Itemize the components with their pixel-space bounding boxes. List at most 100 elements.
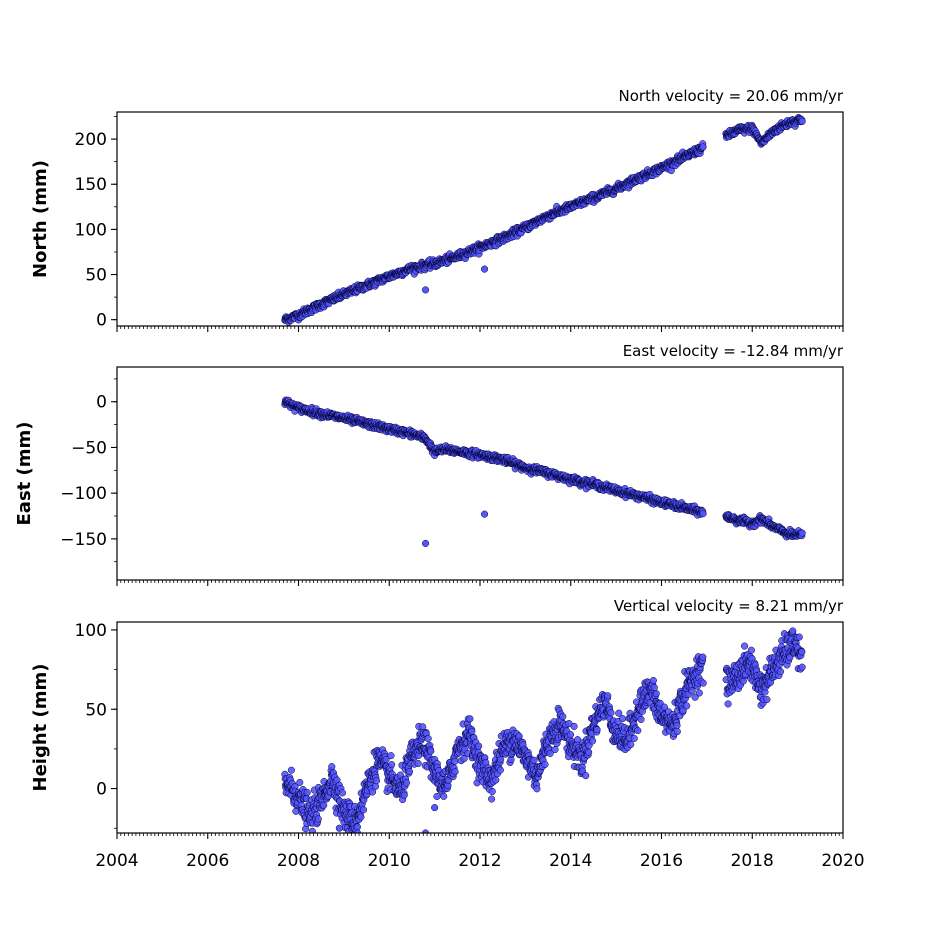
data-point (593, 726, 601, 734)
data-point (314, 815, 322, 823)
data-point (460, 755, 468, 763)
data-point (776, 668, 785, 676)
y-tick-label: 50 (85, 700, 107, 720)
data-point (798, 663, 806, 671)
x-tick-label: 2014 (549, 851, 592, 871)
data-point (530, 756, 538, 764)
data-point (475, 742, 483, 750)
data-point (559, 713, 567, 721)
data-point (338, 789, 347, 797)
data-point (630, 734, 638, 742)
data-point (492, 776, 500, 784)
y-axis-label: Height (mm) (30, 664, 51, 792)
y-tick-label: 200 (75, 130, 107, 150)
plot-frame (116, 621, 844, 834)
data-point (627, 741, 635, 749)
data-point (359, 806, 368, 814)
y-tick-label: 0 (96, 780, 107, 800)
data-point (604, 692, 612, 700)
panel-3: 0 50 100 2004 2006 2008 2010 2012 2014 2016 2018 20… (30, 597, 865, 871)
y-tick-label: 0 (96, 311, 107, 331)
x-tick-label: 2012 (458, 851, 501, 871)
data-point (414, 759, 422, 768)
x-tick-label: 2004 (95, 851, 138, 871)
data-point (634, 727, 642, 735)
data-point (427, 747, 435, 755)
data-point (296, 778, 304, 787)
data-point (402, 779, 411, 787)
data-point (673, 728, 681, 736)
data-point (488, 787, 496, 796)
data-point (673, 722, 681, 730)
data-point (747, 646, 755, 654)
data-point (741, 642, 749, 650)
data-point (683, 702, 691, 710)
x-tick-label: 2020 (821, 851, 864, 871)
outlier-point (422, 286, 430, 294)
data-point (585, 748, 593, 756)
y-tick-label: 0 (96, 393, 107, 413)
data-point (303, 789, 311, 797)
data-point (388, 761, 396, 769)
data-point (795, 633, 803, 641)
data-points (281, 113, 806, 326)
data-point (357, 813, 365, 821)
data-point (650, 684, 658, 692)
plot-frame (116, 366, 844, 581)
data-point (699, 510, 707, 518)
y-tick-label: −150 (60, 530, 107, 550)
panel-title: East velocity = -12.84 mm/yr (623, 342, 844, 360)
panel-title: North velocity = 20.06 mm/yr (619, 87, 844, 105)
data-point (585, 742, 593, 750)
y-tick-label: 100 (75, 220, 107, 240)
data-point (488, 795, 496, 803)
data-point (433, 792, 441, 801)
data-point (652, 689, 660, 698)
data-point (320, 801, 328, 809)
x-tick-label: 2018 (731, 851, 774, 871)
data-point (546, 749, 554, 757)
y-axis-label: East (mm) (14, 422, 35, 526)
outlier-point (480, 510, 489, 518)
data-point (372, 777, 380, 785)
data-point (353, 823, 361, 831)
data-point (328, 763, 336, 771)
data-point (387, 752, 395, 760)
data-point (496, 766, 504, 774)
data-point (695, 689, 703, 697)
data-point (451, 768, 459, 776)
plot-frame (116, 111, 844, 327)
y-tick-label: 50 (85, 266, 107, 286)
x-tick-label: 2010 (368, 851, 411, 871)
data-point (468, 727, 476, 735)
y-tick-label: −50 (71, 438, 107, 458)
y-axis-label: North (mm) (30, 160, 51, 278)
data-point (400, 791, 408, 799)
data-point (763, 696, 771, 704)
x-tick-label: 2006 (186, 851, 229, 871)
x-tick-label: 2008 (277, 851, 320, 871)
outlier-point (422, 539, 430, 547)
data-points (281, 627, 806, 833)
y-tick-label: −100 (60, 484, 107, 504)
data-point (619, 715, 627, 723)
data-point (582, 772, 590, 780)
outlier-point (335, 824, 343, 832)
outlier-point (431, 804, 439, 812)
data-point (551, 746, 559, 754)
panel-title: Vertical velocity = 8.21 mm/yr (614, 597, 844, 615)
y-tick-label: 150 (75, 175, 107, 195)
data-point (440, 792, 448, 800)
data-point (588, 737, 597, 745)
data-point (466, 715, 474, 723)
y-tick-label: 100 (75, 621, 107, 641)
data-point (798, 529, 806, 537)
data-point (541, 760, 549, 768)
data-point (699, 653, 707, 661)
data-point (570, 722, 578, 730)
data-point (533, 785, 541, 793)
data-point (451, 757, 459, 765)
data-point (574, 736, 582, 744)
data-point (287, 766, 295, 774)
